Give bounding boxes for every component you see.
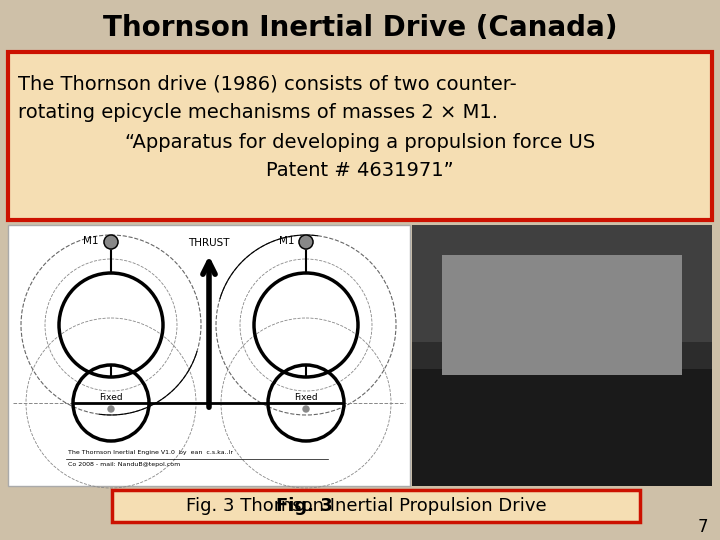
Text: Fixed: Fixed <box>294 393 318 402</box>
FancyBboxPatch shape <box>8 52 712 220</box>
Text: The Thornson drive (1986) consists of two counter-: The Thornson drive (1986) consists of tw… <box>18 75 517 94</box>
Text: 7: 7 <box>698 518 708 536</box>
FancyBboxPatch shape <box>412 368 712 486</box>
Text: Thornson Inertial Drive (Canada): Thornson Inertial Drive (Canada) <box>103 14 617 42</box>
FancyBboxPatch shape <box>8 225 410 486</box>
Text: “Apparatus for developing a propulsion force US: “Apparatus for developing a propulsion f… <box>125 133 595 152</box>
Text: Fig. 3 Thornson Inertial Propulsion Drive: Fig. 3 Thornson Inertial Propulsion Driv… <box>186 497 546 515</box>
FancyBboxPatch shape <box>412 225 712 486</box>
Text: THRUST: THRUST <box>188 238 230 248</box>
Text: rotating epicycle mechanisms of masses 2 × M1.: rotating epicycle mechanisms of masses 2… <box>18 103 498 122</box>
Text: M1: M1 <box>84 236 99 246</box>
Circle shape <box>299 235 313 249</box>
Circle shape <box>104 235 118 249</box>
FancyBboxPatch shape <box>412 225 712 342</box>
FancyBboxPatch shape <box>442 255 682 375</box>
FancyBboxPatch shape <box>112 490 640 522</box>
FancyBboxPatch shape <box>412 225 712 486</box>
Text: Fig. 3: Fig. 3 <box>276 497 339 515</box>
Text: Patent # 4631971”: Patent # 4631971” <box>266 161 454 180</box>
Text: Co 2008 - mail: NanduB@tepol.com: Co 2008 - mail: NanduB@tepol.com <box>68 462 180 467</box>
Text: M1: M1 <box>279 236 294 246</box>
Circle shape <box>303 406 309 412</box>
Circle shape <box>108 406 114 412</box>
Text: Fixed: Fixed <box>99 393 123 402</box>
Text: The Thornson Inertial Engine V1.0  by  ean  c.s.ka..lr: The Thornson Inertial Engine V1.0 by ean… <box>68 450 233 455</box>
